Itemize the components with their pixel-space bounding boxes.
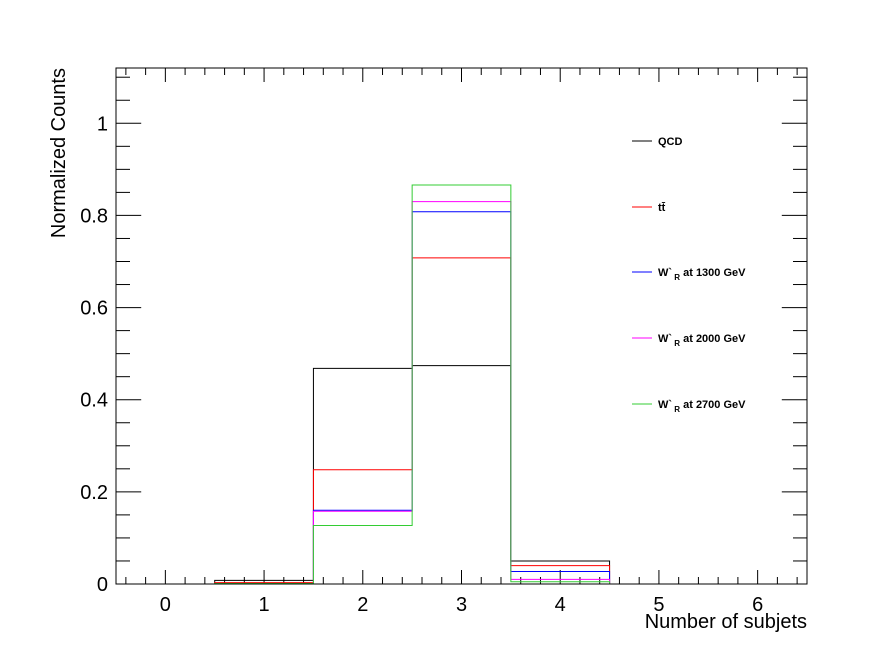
x-tick-label: 3 bbox=[456, 594, 467, 616]
histogram-series bbox=[116, 184, 807, 585]
y-tick-label: 0.2 bbox=[80, 482, 108, 504]
y-tick-label: 1 bbox=[97, 113, 108, 135]
x-tick-label: 1 bbox=[259, 594, 270, 616]
x-axis-title: Number of subjets bbox=[645, 611, 807, 633]
series-1-histogram bbox=[116, 257, 807, 585]
x-tick-label: 2 bbox=[357, 594, 368, 616]
x-tick-label: 4 bbox=[555, 594, 566, 616]
legend-label: QCD bbox=[658, 136, 683, 148]
y-axis-title: Normalized Counts bbox=[48, 68, 70, 238]
legend-entry: W` R at 1300 GeV bbox=[632, 267, 746, 282]
legend-label: W` R at 2000 GeV bbox=[658, 333, 746, 348]
y-tick-label: 0.4 bbox=[80, 390, 108, 412]
axis-ticks bbox=[116, 68, 807, 585]
legend-entry: tt̄ bbox=[632, 202, 666, 214]
legend-label: W` R at 2700 GeV bbox=[658, 399, 746, 414]
x-tick-label: 0 bbox=[160, 594, 171, 616]
x-tick-labels: 0 1 2 3 4 5 6 bbox=[160, 594, 763, 616]
y-tick-labels: 0 0.2 0.4 0.6 0.8 1 bbox=[80, 113, 108, 596]
x-tick-label: 6 bbox=[752, 594, 763, 616]
plot-frame bbox=[115, 67, 808, 585]
y-tick-label: 0.8 bbox=[80, 205, 108, 227]
y-tick-label: 0 bbox=[97, 574, 108, 596]
legend-label: tt̄ bbox=[658, 202, 666, 214]
legend-entry: W` R at 2000 GeV bbox=[632, 333, 746, 348]
series-3-histogram bbox=[116, 201, 807, 585]
x-tick-label: 5 bbox=[653, 594, 664, 616]
legend-label: W` R at 1300 GeV bbox=[658, 267, 746, 282]
legend: QCD tt̄ W` R at 1300 GeV W` R at 2000 GeV W`… bbox=[632, 136, 746, 414]
series-4-histogram bbox=[116, 184, 807, 585]
y-tick-label: 0.6 bbox=[80, 298, 108, 320]
legend-entry: QCD bbox=[632, 136, 683, 148]
legend-entry: W` R at 2700 GeV bbox=[632, 399, 746, 414]
